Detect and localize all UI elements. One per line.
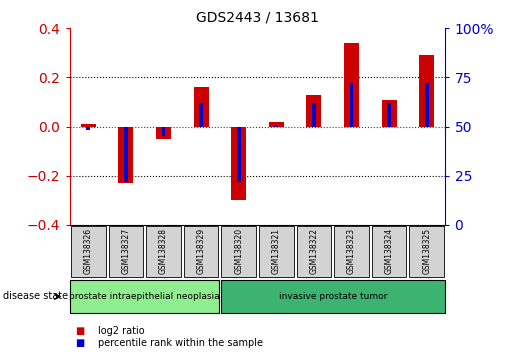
Bar: [118, 126, 133, 183]
Bar: [306, 95, 321, 126]
Text: GSM138324: GSM138324: [385, 228, 393, 274]
Bar: [146, 226, 181, 277]
Text: GSM138329: GSM138329: [197, 228, 205, 274]
Bar: [350, 83, 353, 126]
Bar: [184, 226, 218, 277]
Bar: [221, 226, 256, 277]
Bar: [237, 126, 241, 182]
Text: ■: ■: [75, 338, 84, 348]
Bar: [269, 122, 284, 126]
Bar: [124, 126, 128, 182]
Text: GSM138326: GSM138326: [84, 228, 93, 274]
Bar: [425, 83, 428, 126]
Text: invasive prostate tumor: invasive prostate tumor: [279, 292, 387, 301]
Bar: [156, 126, 171, 139]
Text: GDS2443 / 13681: GDS2443 / 13681: [196, 11, 319, 25]
Text: ■: ■: [75, 326, 84, 336]
Bar: [231, 126, 246, 200]
Bar: [109, 226, 143, 277]
Text: GSM138323: GSM138323: [347, 228, 356, 274]
Bar: [312, 103, 316, 126]
Bar: [409, 226, 444, 277]
Bar: [387, 103, 391, 126]
Text: GSM138320: GSM138320: [234, 228, 243, 274]
Bar: [334, 226, 369, 277]
Text: percentile rank within the sample: percentile rank within the sample: [98, 338, 263, 348]
Bar: [71, 226, 106, 277]
Bar: [81, 124, 96, 126]
Text: GSM138322: GSM138322: [310, 228, 318, 274]
Bar: [382, 99, 397, 126]
Bar: [87, 126, 90, 131]
Bar: [70, 280, 219, 313]
Text: prostate intraepithelial neoplasia: prostate intraepithelial neoplasia: [70, 292, 220, 301]
Text: GSM138327: GSM138327: [122, 228, 130, 274]
Bar: [199, 103, 203, 126]
Text: GSM138321: GSM138321: [272, 228, 281, 274]
Bar: [274, 125, 278, 126]
Bar: [297, 226, 331, 277]
Text: GSM138325: GSM138325: [422, 228, 431, 274]
Text: log2 ratio: log2 ratio: [98, 326, 145, 336]
Bar: [372, 226, 406, 277]
Bar: [344, 43, 359, 126]
Text: GSM138328: GSM138328: [159, 228, 168, 274]
Bar: [419, 55, 434, 126]
Bar: [162, 126, 165, 136]
Bar: [259, 226, 294, 277]
Bar: [220, 280, 445, 313]
Text: disease state: disease state: [3, 291, 67, 302]
Bar: [194, 87, 209, 126]
